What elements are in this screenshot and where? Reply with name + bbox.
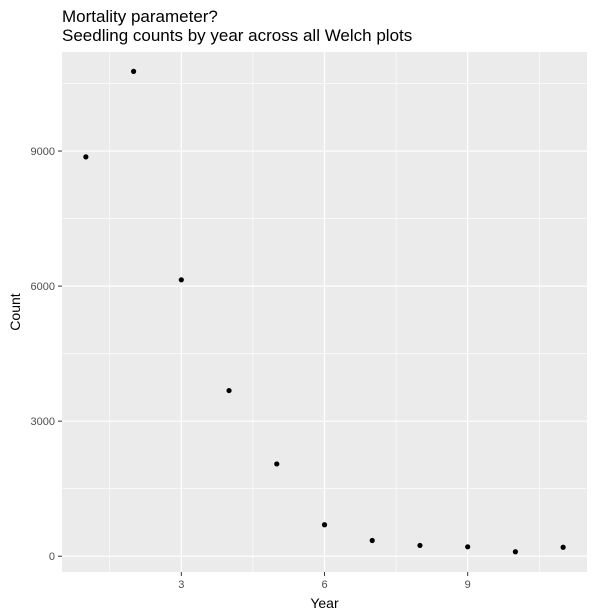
data-point-6: [321, 522, 328, 528]
data-point-11: [560, 544, 566, 550]
y-axis-title: Count: [7, 293, 23, 330]
y-tick-label: 9000: [31, 146, 55, 158]
x-axis-title: Year: [310, 595, 339, 611]
y-tick-label: 3000: [31, 416, 55, 428]
data-points: [83, 68, 566, 555]
data-point-7: [369, 537, 375, 544]
data-point-4: [226, 387, 232, 394]
y-tick-label: 0: [49, 551, 55, 563]
x-axis-ticks: 3 6 9: [178, 572, 471, 591]
chart-subtitle: Seedling counts by year across all Welch…: [62, 26, 412, 45]
data-point-2: [130, 68, 137, 74]
x-tick-label: 6: [321, 579, 327, 591]
data-point-5: [274, 461, 280, 467]
data-point-8: [417, 542, 423, 549]
data-point-1: [83, 154, 89, 160]
major-gridlines: [62, 52, 587, 572]
y-tick-label: 6000: [31, 281, 55, 293]
data-point-9: [465, 544, 471, 550]
data-point-10: [512, 549, 519, 555]
x-tick-label: 3: [178, 579, 184, 591]
chart-title: Mortality parameter?: [62, 7, 218, 26]
y-axis-ticks: 0 3000 6000 9000: [31, 146, 62, 563]
x-tick-label: 9: [465, 579, 471, 591]
data-point-3: [178, 277, 184, 283]
